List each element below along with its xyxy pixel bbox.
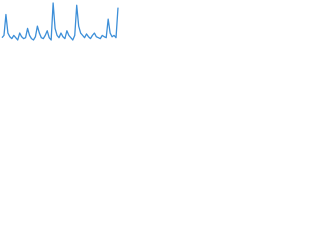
sparkline <box>1 2 119 41</box>
line <box>1 2 119 41</box>
